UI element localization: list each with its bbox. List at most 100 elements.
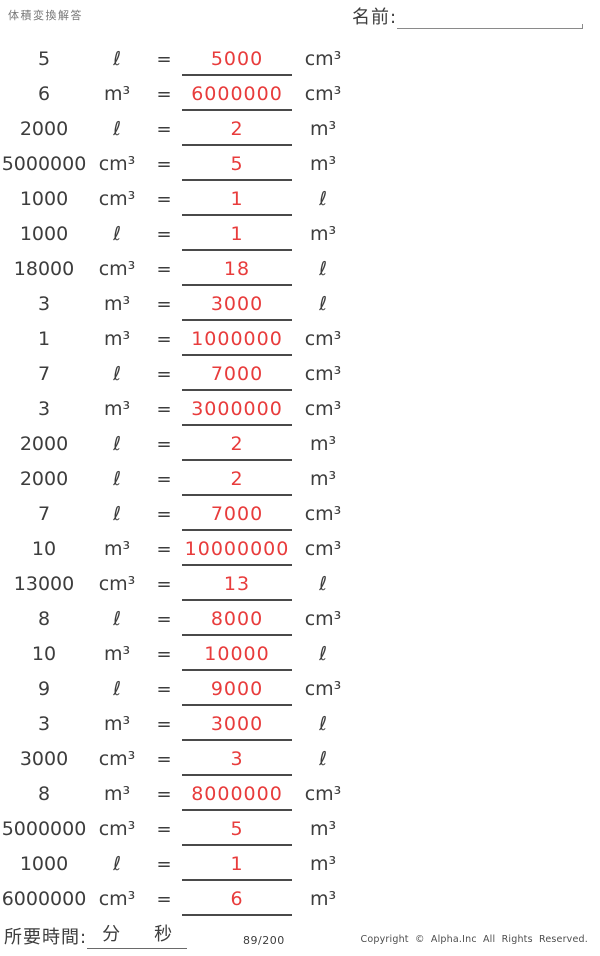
problem-value: 3	[37, 713, 51, 735]
to-unit: cm³	[304, 83, 342, 105]
from-unit: m³	[103, 293, 131, 315]
problem-row: 8 ℓ = 8000 cm³	[0, 601, 600, 636]
answer-blank: 6	[182, 881, 292, 916]
name-label: 名前:	[352, 7, 398, 28]
from-unit: m³	[103, 643, 131, 665]
problem-row: 6000000 cm³ = 6 m³	[0, 881, 600, 916]
from-unit: cm³	[98, 258, 136, 280]
problem-row: 2000 ℓ = 2 m³	[0, 461, 600, 496]
problem-row: 3000 cm³ = 3 ℓ	[0, 741, 600, 776]
problem-list: 5 ℓ = 5000 cm³ 6 m³ = 6000000 cm³ 2000 ℓ…	[0, 41, 600, 916]
problem-value: 1000	[19, 188, 69, 210]
answer-value: 1	[230, 188, 244, 210]
to-unit: cm³	[304, 608, 342, 630]
page-number: 89/200	[243, 934, 285, 947]
answer-value: 3000	[210, 293, 264, 315]
problem-value: 1000	[19, 853, 69, 875]
answer-value: 7000	[210, 363, 264, 385]
page-title: 体積変換解答	[8, 9, 83, 22]
from-unit: ℓ	[113, 223, 121, 245]
answer-blank: 6000000	[182, 76, 292, 111]
answer-blank: 3	[182, 741, 292, 776]
problem-value: 7	[37, 503, 51, 525]
answer-blank: 3000	[182, 706, 292, 741]
answer-value: 13	[223, 573, 251, 595]
answer-value: 7000	[210, 503, 264, 525]
from-unit: m³	[103, 328, 131, 350]
problem-row: 10 m³ = 10000000 cm³	[0, 531, 600, 566]
problem-row: 7 ℓ = 7000 cm³	[0, 356, 600, 391]
problem-row: 13000 cm³ = 13 ℓ	[0, 566, 600, 601]
problem-value: 5000000	[1, 818, 87, 840]
from-unit: ℓ	[113, 363, 121, 385]
answer-blank: 1	[182, 846, 292, 881]
answer-blank: 1000000	[182, 321, 292, 356]
answer-blank: 1	[182, 216, 292, 251]
answer-blank: 10000	[182, 636, 292, 671]
problem-row: 9 ℓ = 9000 cm³	[0, 671, 600, 706]
answer-value: 6	[230, 888, 244, 910]
time-label: 所要時間:	[4, 927, 88, 948]
answer-value: 1	[230, 853, 244, 875]
equals-sign: =	[156, 84, 172, 105]
problem-value: 3	[37, 398, 51, 420]
equals-sign: =	[156, 189, 172, 210]
time-required: 所要時間: 分 秒	[4, 923, 188, 949]
equals-sign: =	[156, 224, 172, 245]
answer-value: 9000	[210, 678, 264, 700]
problem-row: 2000 ℓ = 2 m³	[0, 111, 600, 146]
to-unit: cm³	[304, 328, 342, 350]
answer-blank: 2	[182, 111, 292, 146]
from-unit: cm³	[98, 888, 136, 910]
to-unit: m³	[309, 223, 337, 245]
equals-sign: =	[156, 679, 172, 700]
problem-value: 2000	[19, 118, 69, 140]
to-unit: ℓ	[319, 573, 327, 595]
problem-row: 8 m³ = 8000000 cm³	[0, 776, 600, 811]
problem-value: 9	[37, 678, 51, 700]
answer-value: 8000	[210, 608, 264, 630]
from-unit: cm³	[98, 573, 136, 595]
from-unit: m³	[103, 398, 131, 420]
to-unit: cm³	[304, 678, 342, 700]
to-unit: cm³	[304, 363, 342, 385]
answer-value: 5	[230, 818, 244, 840]
problem-value: 8	[37, 608, 51, 630]
problem-value: 2000	[19, 433, 69, 455]
answer-blank: 13	[182, 566, 292, 601]
equals-sign: =	[156, 644, 172, 665]
to-unit: m³	[309, 433, 337, 455]
answer-blank: 2	[182, 426, 292, 461]
from-unit: cm³	[98, 748, 136, 770]
equals-sign: =	[156, 609, 172, 630]
problem-row: 6 m³ = 6000000 cm³	[0, 76, 600, 111]
equals-sign: =	[156, 889, 172, 910]
to-unit: cm³	[304, 48, 342, 70]
from-unit: ℓ	[113, 433, 121, 455]
answer-value: 5	[230, 153, 244, 175]
problem-row: 7 ℓ = 7000 cm³	[0, 496, 600, 531]
answer-blank: 7000	[182, 496, 292, 531]
answer-value: 3000	[210, 713, 264, 735]
to-unit: ℓ	[319, 713, 327, 735]
equals-sign: =	[156, 329, 172, 350]
from-unit: ℓ	[113, 468, 121, 490]
problem-row: 10 m³ = 10000 ℓ	[0, 636, 600, 671]
problem-row: 5000000 cm³ = 5 m³	[0, 811, 600, 846]
to-unit: cm³	[304, 503, 342, 525]
problem-value: 3000	[19, 748, 69, 770]
name-blank-line	[397, 7, 584, 29]
answer-value: 1	[230, 223, 244, 245]
to-unit: m³	[309, 853, 337, 875]
from-unit: m³	[103, 538, 131, 560]
from-unit: m³	[103, 83, 131, 105]
problem-value: 2000	[19, 468, 69, 490]
equals-sign: =	[156, 854, 172, 875]
to-unit: m³	[309, 888, 337, 910]
equals-sign: =	[156, 784, 172, 805]
equals-sign: =	[156, 469, 172, 490]
problem-value: 5	[37, 48, 51, 70]
answer-blank: 3000000	[182, 391, 292, 426]
to-unit: cm³	[304, 783, 342, 805]
equals-sign: =	[156, 504, 172, 525]
